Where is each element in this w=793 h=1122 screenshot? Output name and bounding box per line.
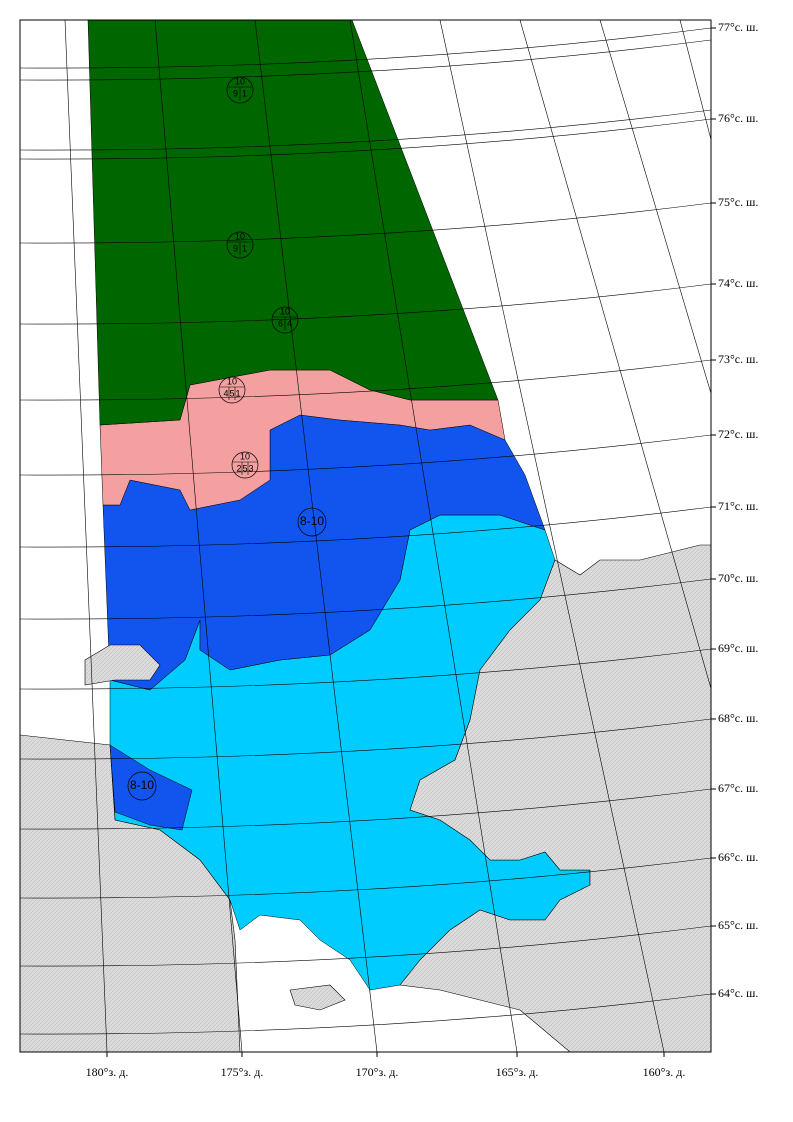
latitude-label: 69°с. ш.: [718, 641, 758, 655]
parallel: [20, 578, 711, 620]
frame: [19, 19, 712, 1053]
meridian: [679, 20, 711, 141]
egg-partial: 6: [278, 318, 283, 328]
parallel: [20, 718, 711, 760]
parallel: [20, 20, 119, 21]
island: [289, 984, 346, 1011]
egg-partial: 5: [229, 388, 234, 398]
egg-outline: [231, 451, 259, 479]
egg-partial: 9: [233, 243, 238, 253]
parallel: [20, 993, 711, 1035]
latitude-label: 75°с. ш.: [718, 195, 758, 209]
parallel: [20, 27, 711, 69]
meridian: [20, 20, 21, 27]
egg-partial: 4: [287, 318, 292, 328]
latitude-label: 64°с. ш.: [718, 986, 758, 1000]
meridian: [64, 20, 108, 1052]
parallel: [20, 648, 711, 690]
latitude-label: 76°с. ш.: [718, 111, 758, 125]
parallel: [20, 925, 711, 967]
longitude-label: 175°з. д.: [221, 1065, 264, 1079]
parallel: [20, 283, 711, 325]
parallel: [20, 39, 711, 81]
longitude-label: 160°з. д.: [643, 1065, 686, 1079]
egg-partial: 3: [248, 463, 253, 473]
ice-label-circle: [297, 507, 327, 537]
meridian: [439, 20, 665, 1052]
parallel: [20, 118, 711, 160]
egg-partial: 4: [223, 388, 228, 398]
island: [84, 644, 161, 686]
egg-partial: 1: [242, 243, 247, 253]
ice-label: 8-10: [130, 778, 154, 792]
egg-total: 10: [235, 231, 245, 241]
egg-code: 10 6 4: [271, 306, 299, 334]
egg-partial: 2: [236, 463, 241, 473]
egg-outline: [218, 376, 246, 404]
latitude-label: 73°с. ш.: [718, 352, 758, 366]
egg-total: 10: [235, 76, 245, 86]
egg-total: 10: [240, 451, 250, 461]
green-zone: [87, 20, 499, 426]
egg-partial: 1: [235, 388, 240, 398]
egg-code: 10 4 5 1: [218, 376, 246, 404]
ice-label: 8-10: [300, 514, 324, 528]
egg-partial: 9: [233, 88, 238, 98]
latitude-label: 67°с. ш.: [718, 781, 758, 795]
map-body: [20, 20, 711, 1052]
egg-partial: 5: [242, 463, 247, 473]
egg-outline: [226, 76, 254, 104]
meridian: [154, 20, 243, 1052]
parallel: [20, 857, 711, 899]
longitude-label: 180°з. д.: [86, 1065, 129, 1079]
latitude-label: 65°с. ш.: [718, 918, 758, 932]
egg-partial: 1: [242, 88, 247, 98]
parallel: [20, 506, 711, 548]
latitude-label: 74°с. ш.: [718, 276, 758, 290]
parallel: [20, 202, 711, 244]
meridian: [519, 20, 711, 690]
egg-outline: [271, 306, 299, 334]
longitude-label: 170°з. д.: [356, 1065, 399, 1079]
longitude-label: 165°з. д.: [496, 1065, 539, 1079]
latitude-label: 72°с. ш.: [718, 427, 758, 441]
meridian: [254, 20, 378, 1052]
egg-code: 10 9 1: [226, 231, 254, 259]
egg-outline: [226, 231, 254, 259]
egg-total: 10: [227, 376, 237, 386]
latitude-label: 71°с. ш.: [718, 499, 758, 513]
land: [20, 734, 241, 1052]
latitude-label: 70°с. ш.: [718, 571, 758, 585]
parallel: [20, 109, 711, 151]
egg-code: 10 9 1: [226, 76, 254, 104]
ice-label-circle: [127, 771, 157, 801]
egg-total: 10: [280, 306, 290, 316]
latitude-label: 68°с. ш.: [718, 711, 758, 725]
latitude-label: 66°с. ш.: [718, 850, 758, 864]
parallel: [20, 788, 711, 830]
parallel: [20, 434, 711, 476]
graticule: [20, 20, 711, 1052]
latitude-label: 77°с. ш.: [718, 20, 758, 34]
dark-blue-zone: [109, 744, 193, 831]
meridian: [349, 20, 518, 1052]
meridian: [599, 20, 711, 395]
egg-code: 10 2 5 3: [231, 451, 259, 479]
land: [399, 544, 711, 1052]
parallel: [20, 359, 711, 401]
